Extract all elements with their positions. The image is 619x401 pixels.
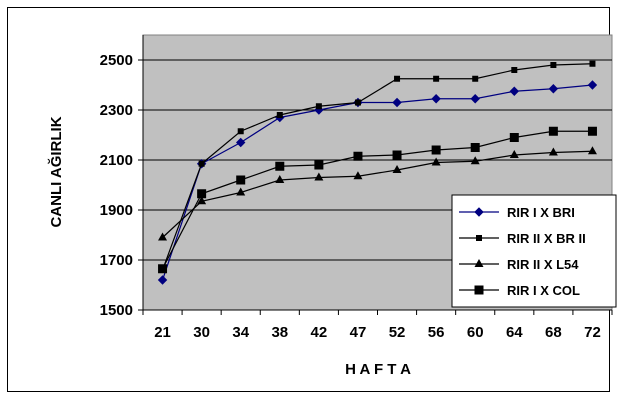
data-point-diamond: [431, 94, 441, 104]
legend-label: RIR I X BRI: [507, 205, 575, 220]
y-tick-label: 2500: [100, 52, 133, 69]
x-tick-label: 38: [271, 324, 288, 341]
series-line: [161, 84, 593, 281]
legend-item: RIR II X L54: [459, 257, 579, 272]
y-tick-label: 2100: [100, 152, 133, 169]
data-point-diamond: [509, 86, 519, 96]
data-point-square: [237, 128, 244, 135]
series-3: [158, 146, 597, 241]
data-point-square: [511, 67, 518, 73]
series-line: [161, 63, 593, 271]
y-tick-label: 1700: [100, 252, 133, 269]
x-tick-label: 72: [584, 324, 601, 341]
legend-label: RIR II X BR II: [507, 231, 586, 246]
data-point-square: [472, 75, 479, 82]
x-tick-label: 47: [350, 324, 367, 341]
data-point-square: [392, 150, 402, 160]
data-point-triangle: [470, 156, 480, 165]
x-tick-label: 21: [154, 324, 171, 341]
x-tick-label: 42: [311, 324, 328, 341]
data-point-triangle: [392, 165, 402, 173]
y-tick-label: 2300: [100, 102, 133, 119]
data-point-triangle: [353, 171, 363, 180]
x-tick-label: 52: [389, 324, 406, 341]
data-point-triangle: [431, 157, 441, 166]
data-point-triangle: [236, 187, 246, 196]
legend: RIR I X BRI RIR II X BR II RIR II X L54 RIR…: [451, 194, 617, 308]
data-point-diamond: [392, 97, 402, 108]
data-point-diamond: [236, 137, 246, 148]
data-point-square: [509, 133, 519, 142]
data-point-square: [315, 103, 322, 110]
series-line: [162, 150, 593, 238]
data-point-square: [433, 75, 440, 82]
x-tick-label: 68: [545, 324, 562, 341]
data-point-square: [353, 151, 363, 161]
data-point-square: [198, 160, 205, 167]
series-4: [158, 126, 597, 274]
data-point-triangle: [509, 150, 519, 158]
series-line: [162, 130, 593, 270]
data-point-triangle: [158, 232, 168, 241]
data-point-square: [354, 99, 361, 106]
data-point-diamond: [470, 94, 480, 104]
data-point-triangle: [548, 147, 558, 156]
gridlines: [143, 59, 612, 261]
legend-label: RIR I X COL: [507, 283, 580, 298]
legend-item: RIR I X COL: [459, 283, 580, 298]
data-point-diamond: [548, 84, 559, 94]
y-tick-label: 1900: [100, 202, 133, 219]
data-point-square: [431, 145, 441, 155]
data-point-diamond: [587, 80, 598, 90]
data-point-diamond: [157, 275, 168, 285]
x-tick-label: 56: [428, 324, 445, 341]
legend-label: RIR II X L54: [507, 257, 579, 272]
data-point-square: [548, 126, 558, 136]
data-point-square: [394, 75, 401, 82]
x-tick-label: 64: [506, 324, 523, 341]
data-point-square: [589, 60, 596, 67]
data-point-triangle: [275, 175, 285, 183]
data-point-square: [474, 285, 484, 295]
data-point-triangle: [587, 146, 597, 155]
data-point-square: [587, 126, 597, 136]
axes: 1500 1700 1900 2100 2300 2500 21 30 34 38 42 47 52 56…: [100, 35, 613, 341]
y-tick-label: 1500: [100, 302, 133, 319]
data-point-square: [476, 235, 482, 241]
data-point-triangle: [474, 259, 484, 267]
y-axis-title: CANLI AĞIRLIK: [47, 116, 65, 227]
data-point-square: [276, 112, 283, 118]
data-point-triangle: [197, 196, 207, 205]
data-point-square: [158, 264, 168, 274]
x-tick-label: 60: [467, 324, 484, 341]
data-point-square: [275, 161, 285, 171]
data-point-square: [197, 189, 207, 199]
x-tick-label: 34: [232, 324, 249, 341]
data-point-square: [314, 160, 324, 170]
legend-item: RIR I X BRI: [459, 205, 575, 220]
x-tick-label: 30: [193, 324, 210, 341]
data-point-square: [470, 143, 480, 152]
data-point-square: [550, 62, 557, 68]
x-axis-title: H A F T A: [345, 361, 411, 378]
data-point-triangle: [314, 172, 324, 181]
data-point-square: [236, 175, 246, 185]
legend-item: RIR II X BR II: [459, 231, 586, 246]
series-group: [157, 60, 598, 285]
data-point-diamond: [474, 207, 484, 217]
